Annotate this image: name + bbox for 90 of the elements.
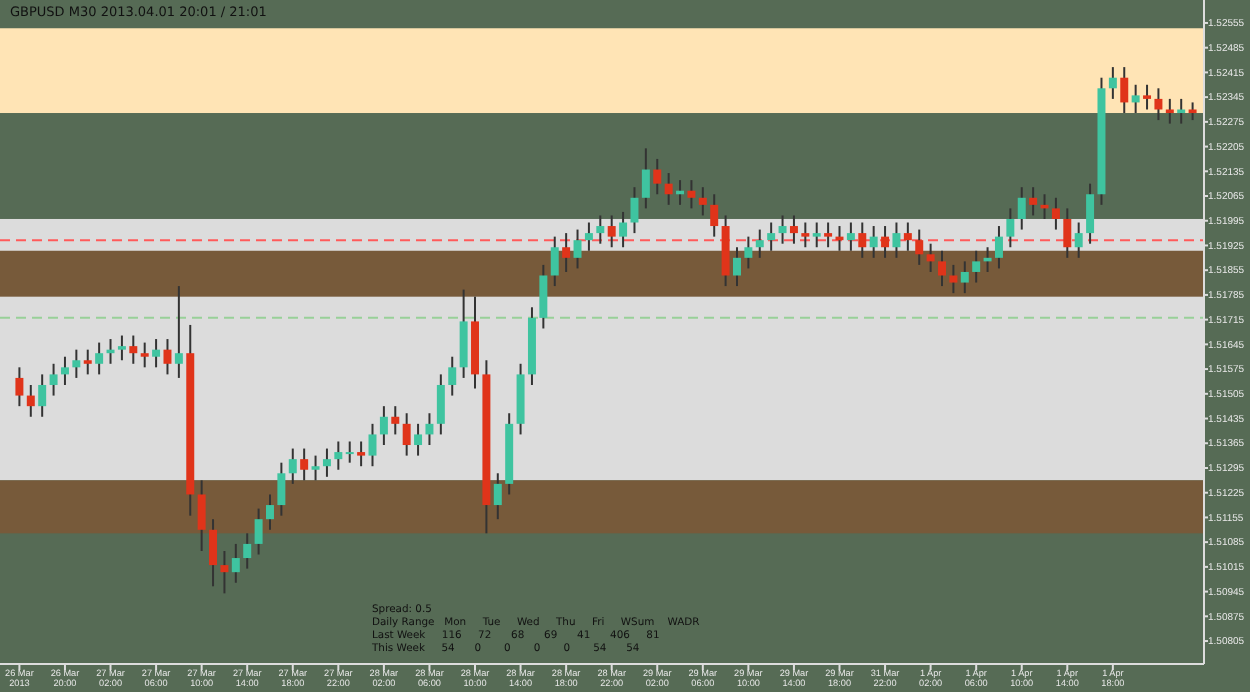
candlestick xyxy=(846,221,855,252)
candlestick xyxy=(95,341,104,376)
candlestick xyxy=(254,507,263,556)
candlestick xyxy=(584,221,593,252)
candlestick xyxy=(152,338,161,369)
candlestick xyxy=(1029,186,1038,217)
candlestick xyxy=(1063,207,1072,259)
candlestick xyxy=(994,225,1003,270)
candlestick xyxy=(733,246,741,288)
candlestick xyxy=(197,479,206,552)
candlestick xyxy=(209,518,218,588)
candlestick xyxy=(448,355,457,397)
candlestick xyxy=(744,235,753,270)
candlestick xyxy=(1108,66,1117,100)
candlestick xyxy=(710,193,719,238)
candlestick xyxy=(49,362,58,397)
candlestick xyxy=(1074,221,1083,259)
candlestick xyxy=(117,334,126,362)
candlestick xyxy=(539,263,548,330)
candlestick xyxy=(949,263,958,295)
candlestick xyxy=(824,221,833,249)
candlestick xyxy=(915,228,924,266)
candlestick xyxy=(881,225,890,259)
candlestick xyxy=(231,542,240,584)
candlestick xyxy=(368,422,377,468)
candlestick xyxy=(83,348,92,376)
candlestick xyxy=(1154,87,1163,122)
candlestick xyxy=(573,228,582,270)
candlestick xyxy=(596,214,605,245)
candlestick xyxy=(664,172,673,206)
candlestick xyxy=(938,249,946,288)
candlestick xyxy=(425,412,434,447)
candlestick xyxy=(801,221,810,249)
candlestick xyxy=(300,447,309,482)
candlestick xyxy=(322,447,331,478)
candlestick xyxy=(789,214,798,245)
candlestick xyxy=(1051,196,1060,231)
candlestick xyxy=(812,221,821,249)
candlestick xyxy=(960,260,969,295)
candlestick xyxy=(357,440,366,468)
candlestick xyxy=(60,355,69,386)
candlestick xyxy=(288,447,297,485)
candlestick xyxy=(163,338,172,376)
candlestick xyxy=(129,334,138,365)
candlestick xyxy=(903,221,912,252)
candlestick xyxy=(653,157,662,196)
candlestick xyxy=(1120,66,1129,115)
candlestick xyxy=(619,210,628,249)
candlestick xyxy=(1177,97,1186,125)
candlestick xyxy=(858,221,867,259)
candlestick xyxy=(1006,207,1015,249)
candlestick xyxy=(266,493,274,531)
candlestick xyxy=(778,214,787,245)
candlestick xyxy=(562,232,571,273)
candlestick xyxy=(755,228,764,259)
candlestick xyxy=(277,461,286,517)
candlestick xyxy=(1143,83,1152,111)
candlestick xyxy=(15,366,24,408)
candlestick xyxy=(72,348,81,379)
candlestick xyxy=(311,454,320,482)
candlestick xyxy=(379,405,388,447)
candlestick xyxy=(493,472,502,521)
candlestick xyxy=(334,440,343,471)
candlestick xyxy=(926,242,935,273)
candlestick xyxy=(869,225,878,259)
candlestick xyxy=(641,147,650,210)
candlestick xyxy=(391,405,400,436)
candlestick xyxy=(1131,83,1140,115)
candlestick xyxy=(892,221,901,259)
candlestick xyxy=(459,288,468,379)
candlestick xyxy=(345,440,354,464)
candlestick xyxy=(243,532,252,570)
candlestick xyxy=(140,341,149,369)
candlestick xyxy=(630,186,639,235)
candlestick xyxy=(436,373,445,436)
candlestick xyxy=(767,221,776,252)
candlestick xyxy=(1086,182,1095,245)
candlestick xyxy=(414,422,423,457)
candlestick xyxy=(687,179,696,210)
candlestick xyxy=(698,186,707,217)
candlestick xyxy=(174,285,183,379)
candlestick xyxy=(402,412,411,457)
candlestick xyxy=(38,373,47,418)
candlestick xyxy=(220,549,229,595)
candlestick xyxy=(26,383,35,418)
candlestick xyxy=(550,235,559,288)
candlestick xyxy=(607,214,616,249)
candlestick xyxy=(1017,186,1026,231)
candlestick xyxy=(972,249,981,284)
candlestick xyxy=(1165,97,1174,125)
